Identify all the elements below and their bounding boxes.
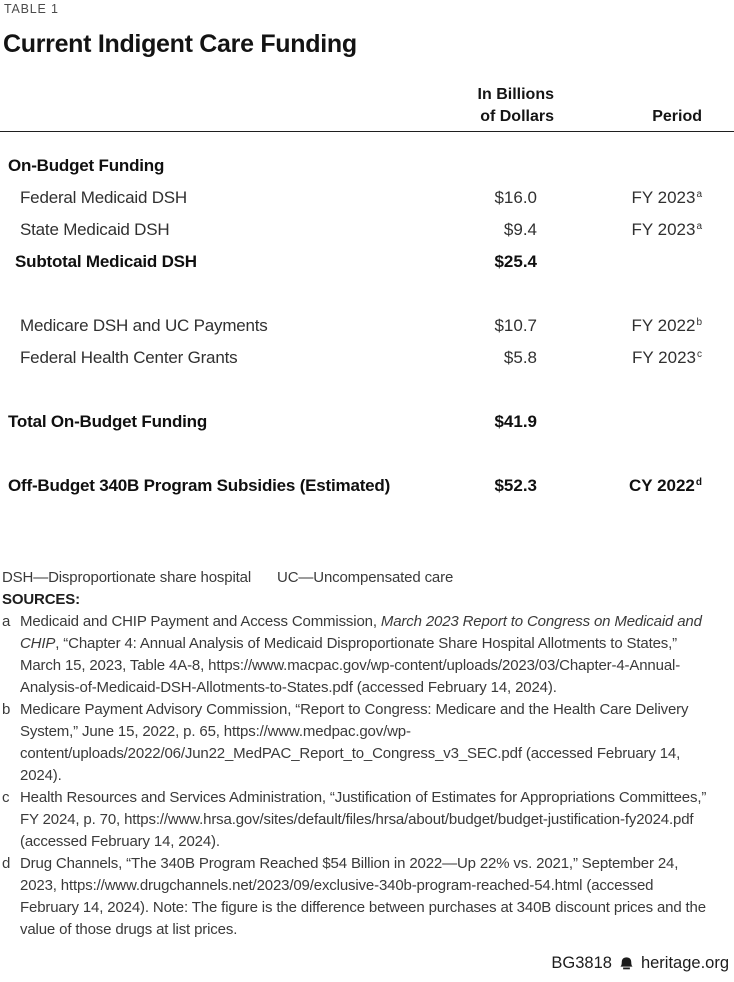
source-marker: b xyxy=(2,701,11,718)
column-header-amount: In Billions of Dollars xyxy=(439,84,554,128)
period-footnote-ref: a xyxy=(696,221,702,232)
row-amount: $25.4 xyxy=(494,252,537,271)
table-title: Current Indigent Care Funding xyxy=(3,30,357,58)
row-period: CY 2022d xyxy=(629,476,702,495)
doc-id: BG3818 xyxy=(551,954,612,972)
row-amount: $52.3 xyxy=(494,476,537,495)
source-text: Health Resources and Services Administra… xyxy=(20,789,707,850)
row-period: FY 2023a xyxy=(631,188,702,207)
source-note: b Medicare Payment Advisory Commission, “… xyxy=(2,699,716,787)
notes-block: DSH—Disproportionate share hospital UC—Un… xyxy=(2,567,716,941)
period-footnote-ref: c xyxy=(697,349,702,360)
abbreviation: DSH—Disproportionate share hospital xyxy=(2,569,252,586)
row-label: Medicare DSH and UC Payments xyxy=(20,316,268,335)
table-spacer-row xyxy=(0,278,702,310)
period-footnote-ref: a xyxy=(696,189,702,200)
row-label: Federal Health Center Grants xyxy=(20,348,238,367)
column-header-amount-line1: In Billions xyxy=(477,86,554,103)
source-text: Drug Channels, “The 340B Program Reached… xyxy=(20,855,706,938)
table-row: Federal Medicaid DSH $16.0 FY 2023a xyxy=(0,182,702,214)
table-spacer-row xyxy=(0,374,702,406)
row-label: On-Budget Funding xyxy=(8,156,165,175)
abbreviation: UC—Uncompensated care xyxy=(277,569,454,586)
table-row: On-Budget Funding xyxy=(0,150,702,182)
table-row: Total On-Budget Funding $41.9 xyxy=(0,406,702,438)
row-amount: $9.4 xyxy=(503,220,537,239)
row-period: FY 2022b xyxy=(631,316,702,335)
row-amount: $5.8 xyxy=(503,348,537,367)
source-text: Medicare Payment Advisory Commission, “R… xyxy=(20,701,689,784)
table-row: Medicare DSH and UC Payments $10.7 FY 2022… xyxy=(0,310,702,342)
header-rule xyxy=(0,131,734,132)
row-label: Subtotal Medicaid DSH xyxy=(15,252,197,271)
column-headers: In Billions of Dollars Period xyxy=(0,84,702,131)
table-row: Federal Health Center Grants $5.8 FY 2023c xyxy=(0,342,702,374)
sources-list: a Medicaid and CHIP Payment and Access Co… xyxy=(2,611,716,941)
row-label: Off-Budget 340B Program Subsidies (Estim… xyxy=(8,476,391,495)
footer: BG3818 heritage.org xyxy=(551,954,729,973)
table-body: On-Budget Funding Federal Medicaid DSH $16… xyxy=(0,150,702,502)
row-amount: $16.0 xyxy=(494,188,537,207)
footer-site: heritage.org xyxy=(640,954,729,972)
row-label: State Medicaid DSH xyxy=(20,220,170,239)
source-marker: c xyxy=(2,789,10,806)
source-note: d Drug Channels, “The 340B Program Reache… xyxy=(2,853,716,941)
column-header-period: Period xyxy=(652,108,702,125)
table-spacer-row xyxy=(0,438,702,470)
row-amount: $10.7 xyxy=(494,316,537,335)
table-row: Off-Budget 340B Program Subsidies (Estim… xyxy=(0,470,702,502)
row-label: Federal Medicaid DSH xyxy=(20,188,188,207)
source-note: c Health Resources and Services Administr… xyxy=(2,787,716,853)
heritage-bell-icon xyxy=(619,956,634,971)
row-period: FY 2023c xyxy=(632,348,702,367)
source-marker: d xyxy=(2,855,11,872)
period-footnote-ref: d xyxy=(695,477,702,488)
row-amount: $41.9 xyxy=(494,412,537,431)
table-row: Subtotal Medicaid DSH $25.4 xyxy=(0,246,702,278)
period-footnote-ref: b xyxy=(696,317,702,328)
source-marker: a xyxy=(2,613,11,630)
table-row: State Medicaid DSH $9.4 FY 2023a xyxy=(0,214,702,246)
source-text: Medicaid and CHIP Payment and Access Com… xyxy=(20,613,702,696)
row-period: FY 2023a xyxy=(631,220,702,239)
source-note: a Medicaid and CHIP Payment and Access Co… xyxy=(2,611,716,699)
sources-label: SOURCES: xyxy=(2,591,80,608)
row-label: Total On-Budget Funding xyxy=(8,412,208,431)
abbreviations-line: DSH—Disproportionate share hospital UC—Un… xyxy=(2,567,716,589)
table-number-label: TABLE 1 xyxy=(4,2,59,16)
column-header-amount-line2: of Dollars xyxy=(480,108,554,125)
